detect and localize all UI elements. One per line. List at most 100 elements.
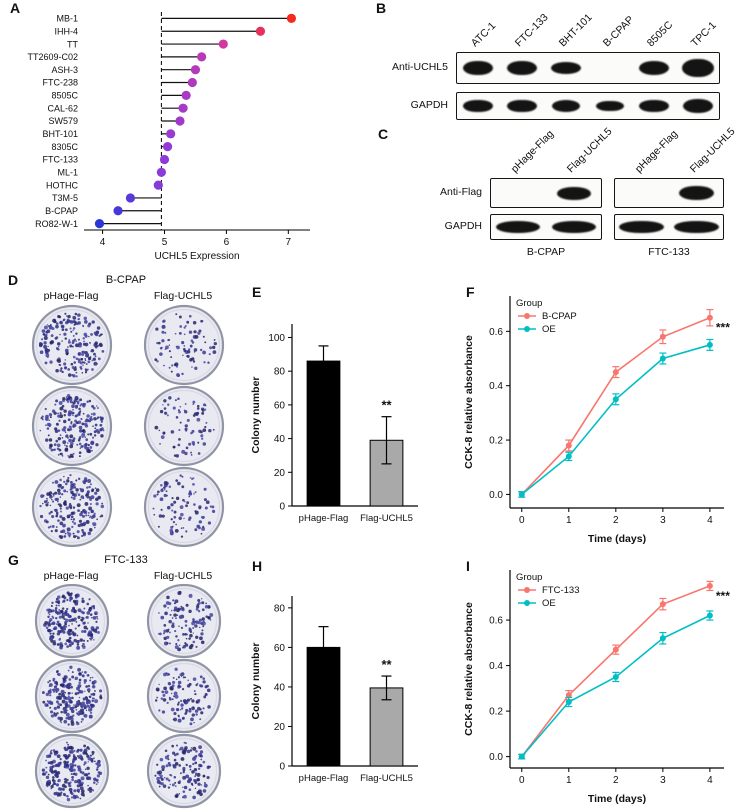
protein-band xyxy=(619,221,664,233)
protein-band xyxy=(638,61,670,75)
series-line xyxy=(521,614,711,758)
lollipop-dot xyxy=(181,90,191,100)
western-blot-flag: pHage-Flag Flag-UCHL5 pHage-Flag Flag-UCHL5… xyxy=(372,124,748,266)
column-label-phage-flag: pHage-Flag xyxy=(43,570,99,582)
protein-band xyxy=(678,186,715,200)
svg-text:TT: TT xyxy=(67,39,78,49)
svg-text:6: 6 xyxy=(224,237,230,248)
svg-text:20: 20 xyxy=(274,722,286,733)
svg-text:0.0: 0.0 xyxy=(489,752,503,763)
lane-label: B-CPAP xyxy=(600,13,637,50)
lollipop-dot xyxy=(113,206,123,216)
significance-marker: ** xyxy=(381,657,392,672)
lollipop-dot xyxy=(159,154,170,165)
svg-text:1: 1 xyxy=(566,775,572,786)
svg-text:HOTHC: HOTHC xyxy=(46,180,78,190)
significance-marker: *** xyxy=(716,321,730,335)
svg-text:0.2: 0.2 xyxy=(489,707,503,718)
svg-text:7: 7 xyxy=(286,237,292,248)
panel-letter-e: E xyxy=(252,284,262,300)
svg-text:Group: Group xyxy=(516,572,542,583)
blot-group-label: B-CPAP xyxy=(526,246,566,258)
series-point xyxy=(612,646,619,653)
column-label-flag-uchl5: Flag-UCHL5 xyxy=(153,290,213,302)
series-line xyxy=(521,317,711,495)
lollipop-dot xyxy=(218,39,228,49)
svg-text:Time (days): Time (days) xyxy=(588,793,646,805)
svg-text:ML-1: ML-1 xyxy=(57,167,78,177)
blot-group-label: FTC-133 xyxy=(648,246,690,258)
series-point xyxy=(518,491,525,498)
panel-d-colony-bcpap: D B-CPAP pHage-Flag Flag-UCHL5 xyxy=(8,272,244,550)
colony-plate xyxy=(34,733,110,809)
svg-text:80: 80 xyxy=(274,367,286,378)
svg-text:pHage-Flag: pHage-Flag xyxy=(299,773,349,784)
panel-letter-f: F xyxy=(466,284,475,300)
svg-text:8305C: 8305C xyxy=(51,142,78,152)
svg-text:60: 60 xyxy=(274,400,286,411)
lollipop-dot xyxy=(197,52,207,62)
svg-text:0.4: 0.4 xyxy=(489,381,503,392)
protein-band xyxy=(551,100,581,112)
series-point xyxy=(659,635,666,642)
svg-text:4: 4 xyxy=(707,775,713,786)
lollipop-dot xyxy=(156,167,166,177)
series-point xyxy=(565,692,572,699)
series-point xyxy=(612,369,619,376)
protein-band xyxy=(463,100,493,112)
bar-chart-svg: 0 20 40 60 80 Colony number pHage-Flag Flag-UCH… xyxy=(250,596,418,784)
lane-label: pHage-Flag xyxy=(508,128,557,176)
panel-e-colony-bar-bcpap: E 0 20 40 60 80 100 Colony number pHage-Flag Fla… xyxy=(246,284,428,550)
svg-text:40: 40 xyxy=(274,682,286,693)
protein-band xyxy=(639,100,669,112)
svg-text:2: 2 xyxy=(613,515,619,526)
protein-band xyxy=(674,221,719,233)
colony-plate xyxy=(143,466,225,548)
panel-a-uchl5-expression: A 4 5 6 7 UCHL5 Expression MB-1 IHH-4 TT TT2609-… xyxy=(6,0,324,266)
lollipop-dot xyxy=(162,142,173,152)
svg-text:100: 100 xyxy=(268,333,285,344)
svg-text:80: 80 xyxy=(274,603,286,614)
svg-text:SW579: SW579 xyxy=(48,116,78,126)
svg-text:Colony number: Colony number xyxy=(250,642,262,719)
svg-text:OE: OE xyxy=(542,324,556,335)
lollipop-dot xyxy=(94,218,105,229)
lane-label: 8505C xyxy=(644,18,676,50)
lane-label: Flag-UCHL5 xyxy=(687,125,738,176)
lane-label: ATC-1 xyxy=(468,19,499,50)
svg-text:Flag-UCHL5: Flag-UCHL5 xyxy=(360,773,413,784)
svg-text:0.2: 0.2 xyxy=(489,436,503,447)
column-label-flag-uchl5: Flag-UCHL5 xyxy=(153,570,213,582)
svg-text:4: 4 xyxy=(707,515,713,526)
svg-text:FTC-133: FTC-133 xyxy=(542,585,579,596)
protein-band xyxy=(683,99,713,113)
panel-f-cck8-line-bcpap: F 0.0 0.2 0.4 0.6 0 1 2 3 4 Time (days) CCK-8 rela… xyxy=(458,284,750,550)
lane-label: FTC-133 xyxy=(512,11,551,50)
series-point xyxy=(565,699,572,705)
protein-band xyxy=(556,186,592,200)
svg-text:FTC-238: FTC-238 xyxy=(42,78,78,88)
svg-text:2: 2 xyxy=(613,775,619,786)
line-chart-svg: 0.0 0.2 0.4 0.6 0 1 2 3 4 Time (days) CCK-8 relati… xyxy=(463,296,730,545)
colony-plates-svg xyxy=(31,304,225,548)
lane-label: BHT-101 xyxy=(556,11,595,50)
panel-letter-h: H xyxy=(252,558,263,574)
svg-text:0: 0 xyxy=(279,502,285,513)
svg-text:3: 3 xyxy=(660,515,666,526)
blot-row-label: GAPDH xyxy=(410,99,448,111)
series-line xyxy=(521,585,711,758)
svg-text:CCK-8 relative absorbance: CCK-8 relative absorbance xyxy=(463,602,475,736)
svg-text:pHage-Flag: pHage-Flag xyxy=(299,513,349,524)
lollipop-dot xyxy=(187,77,197,88)
svg-text:MB-1: MB-1 xyxy=(56,14,78,24)
svg-text:T3M-5: T3M-5 xyxy=(52,193,78,203)
svg-text:CCK-8 relative absorbance: CCK-8 relative absorbance xyxy=(463,335,475,469)
panel-letter-c: C xyxy=(378,126,389,142)
column-label-phage-flag: pHage-Flag xyxy=(43,290,99,302)
svg-text:ASH-3: ASH-3 xyxy=(51,65,78,75)
svg-text:3: 3 xyxy=(660,775,666,786)
svg-text:0.0: 0.0 xyxy=(489,490,503,501)
lollipop-dot xyxy=(153,180,163,190)
svg-text:60: 60 xyxy=(274,643,286,654)
protein-band xyxy=(506,61,538,75)
